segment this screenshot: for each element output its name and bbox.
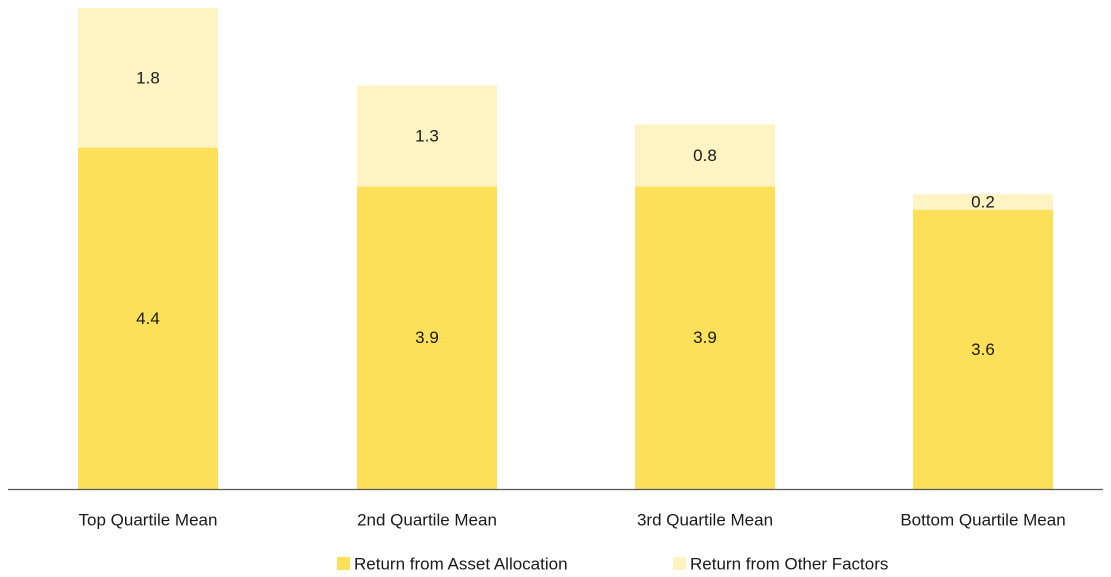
legend-swatch-asset-allocation (337, 557, 350, 570)
bar-segment-other-factors-3 (635, 124, 775, 187)
bar-segment-asset-allocation-1 (78, 147, 218, 490)
data-label: 0.8 (693, 146, 717, 165)
bar-segment-other-factors-1 (78, 8, 218, 148)
data-label: 3.6 (971, 340, 995, 359)
bars-group (78, 8, 1053, 490)
bar-segment-other-factors-2 (357, 85, 497, 187)
bar-segment-asset-allocation-2 (357, 186, 497, 489)
bar-segment-asset-allocation-3 (635, 186, 775, 489)
legend-label-asset-allocation: Return from Asset Allocation (354, 555, 568, 574)
bar-segment-asset-allocation-4 (913, 209, 1053, 490)
x-tick-label: Bottom Quartile Mean (900, 511, 1065, 530)
data-label: 1.8 (136, 68, 160, 87)
data-label: 3.9 (693, 328, 717, 347)
bar-segment-other-factors-4 (913, 194, 1053, 210)
legend: Return from Asset Allocation Return from … (337, 555, 888, 574)
x-tick-label: Top Quartile Mean (79, 511, 218, 530)
x-tick-label: 3rd Quartile Mean (637, 511, 773, 530)
data-label: 4.4 (136, 309, 160, 328)
legend-label-other-factors: Return from Other Factors (690, 555, 888, 574)
data-label: 3.9 (415, 328, 439, 347)
x-tick-label: 2nd Quartile Mean (357, 511, 497, 530)
data-label: 0.2 (971, 192, 995, 211)
data-label: 1.3 (415, 127, 439, 146)
data-labels-group: 4.4 1.8 3.9 1.3 3.9 0.8 3.6 0.2 (136, 68, 995, 359)
legend-swatch-other-factors (673, 557, 686, 570)
x-tick-labels-group: Top Quartile Mean 2nd Quartile Mean 3rd Qu… (79, 511, 1066, 530)
